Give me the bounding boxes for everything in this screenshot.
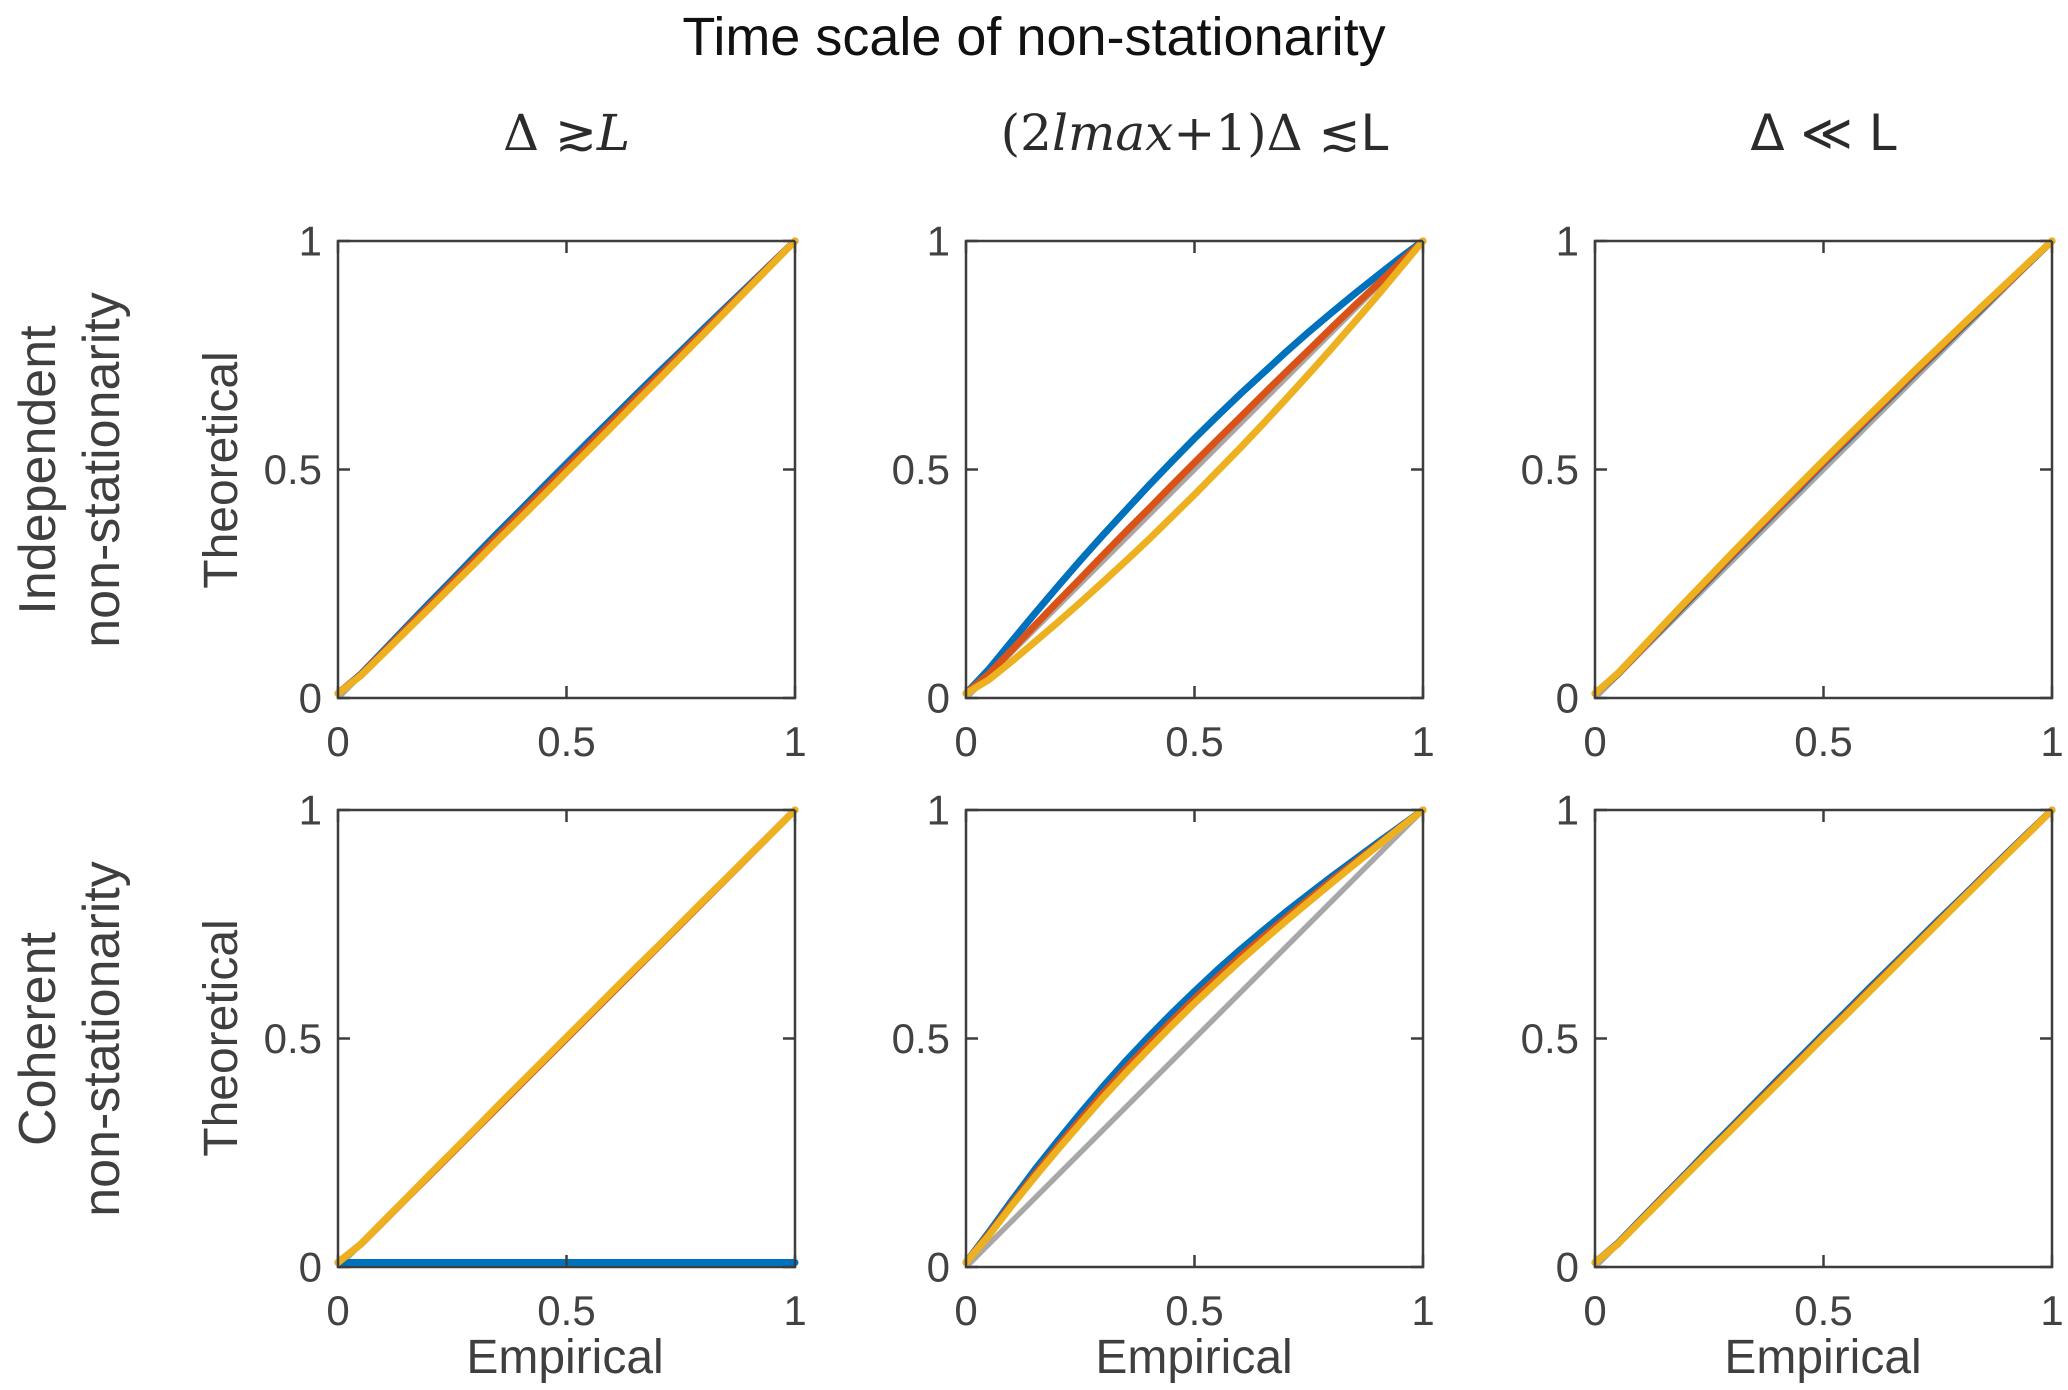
header-part: L bbox=[1360, 104, 1389, 162]
x-tick-label: 0.5 bbox=[537, 1287, 595, 1334]
series-orange-line bbox=[962, 237, 1427, 697]
header-part: +1)Δ ≲ bbox=[1173, 104, 1361, 162]
column-header-timescale-1: Δ ≳ L bbox=[338, 94, 795, 172]
x-tick-label: 1 bbox=[2040, 718, 2063, 765]
x-tick-label: 0.5 bbox=[537, 718, 595, 765]
y-tick-label: 1 bbox=[1556, 787, 1579, 834]
y-tick-label: 1 bbox=[927, 218, 950, 265]
row-label-line: non-stationarity bbox=[73, 292, 131, 648]
x-tick-label: 0.5 bbox=[1794, 1287, 1852, 1334]
y-tick-label: 0.5 bbox=[1521, 1015, 1579, 1062]
header-part: L bbox=[596, 104, 631, 162]
column-header-timescale-3: Δ ≪ L bbox=[1595, 94, 2052, 172]
x-tick-label: 0 bbox=[326, 718, 349, 765]
y-tick-label: 0 bbox=[927, 1244, 950, 1291]
qq-plot-r2c1: 0 0.5 1 0 0.5 1 bbox=[264, 787, 807, 1334]
x-tick-label: 0 bbox=[326, 1287, 349, 1334]
row-label-line: Independent bbox=[9, 325, 67, 615]
x-tick-label: 1 bbox=[1411, 718, 1434, 765]
y-axis-label-row1: Theoretical bbox=[195, 351, 248, 589]
header-part: Δ ≪ L bbox=[1750, 104, 1897, 162]
identity-reference-line bbox=[964, 808, 1425, 1269]
series-yellow-line bbox=[334, 237, 799, 697]
qq-plot-r1c1: 0 0.5 1 0 0.5 1 bbox=[264, 218, 807, 765]
qq-plot-r2c2: 0 0.5 1 0 0.5 1 bbox=[892, 787, 1435, 1334]
y-axis-label-row2: Theoretical bbox=[195, 919, 248, 1157]
row-label-line: non-stationarity bbox=[73, 861, 131, 1217]
row-label-independent: Independent non-stationarity bbox=[6, 210, 138, 730]
y-tick-label: 0 bbox=[299, 675, 322, 722]
x-tick-label: 0 bbox=[1583, 718, 1606, 765]
x-tick-label: 1 bbox=[1411, 1287, 1434, 1334]
x-tick-label: 0.5 bbox=[1794, 718, 1852, 765]
series-blue-line bbox=[962, 237, 1427, 697]
qq-plot-r2c3: 0 0.5 1 0 0.5 1 bbox=[1521, 787, 2064, 1334]
y-tick-label: 0 bbox=[1556, 1244, 1579, 1291]
header-part: lmax bbox=[1051, 104, 1174, 162]
qq-plot-r1c3: 0 0.5 1 0 0.5 1 bbox=[1521, 218, 2064, 765]
x-axis-label-col1: Empirical bbox=[466, 1331, 664, 1384]
y-tick-label: 1 bbox=[1556, 218, 1579, 265]
x-tick-label: 1 bbox=[783, 1287, 806, 1334]
y-tick-label: 0.5 bbox=[264, 1015, 322, 1062]
series-yellow-line bbox=[962, 806, 1427, 1266]
y-tick-label: 0 bbox=[927, 675, 950, 722]
series-yellow-line bbox=[1591, 237, 2056, 697]
series-yellow-line bbox=[1591, 806, 2056, 1266]
y-tick-label: 1 bbox=[927, 787, 950, 834]
y-tick-label: 0.5 bbox=[892, 446, 950, 493]
series-yellow-line bbox=[334, 806, 799, 1266]
y-tick-label: 1 bbox=[299, 218, 322, 265]
qq-plot-r1c2: 0 0.5 1 0 0.5 1 bbox=[892, 218, 1435, 765]
y-tick-label: 0.5 bbox=[264, 446, 322, 493]
x-tick-label: 0 bbox=[954, 1287, 977, 1334]
y-tick-label: 1 bbox=[299, 787, 322, 834]
header-part: (2 bbox=[1000, 104, 1052, 162]
row-label-coherent: Coherent non-stationarity bbox=[6, 779, 138, 1299]
x-tick-label: 1 bbox=[783, 718, 806, 765]
y-tick-label: 0 bbox=[1556, 675, 1579, 722]
x-tick-label: 0 bbox=[1583, 1287, 1606, 1334]
x-axis-label-col3: Empirical bbox=[1724, 1331, 1922, 1384]
x-tick-label: 0 bbox=[954, 718, 977, 765]
figure-title: Time scale of non-stationarity bbox=[682, 7, 1386, 67]
y-tick-label: 0.5 bbox=[1521, 446, 1579, 493]
series-yellow-line bbox=[962, 237, 1427, 697]
x-axis-label-col2: Empirical bbox=[1095, 1331, 1293, 1384]
y-tick-label: 0.5 bbox=[892, 1015, 950, 1062]
x-tick-label: 0.5 bbox=[1165, 1287, 1223, 1334]
x-tick-label: 0.5 bbox=[1165, 718, 1223, 765]
column-header-timescale-2: (2 lmax +1)Δ ≲ L bbox=[966, 94, 1423, 172]
x-tick-label: 1 bbox=[2040, 1287, 2063, 1334]
row-label-line: Coherent bbox=[9, 932, 67, 1146]
y-tick-label: 0 bbox=[299, 1244, 322, 1291]
header-part: Δ ≳ bbox=[502, 104, 597, 162]
